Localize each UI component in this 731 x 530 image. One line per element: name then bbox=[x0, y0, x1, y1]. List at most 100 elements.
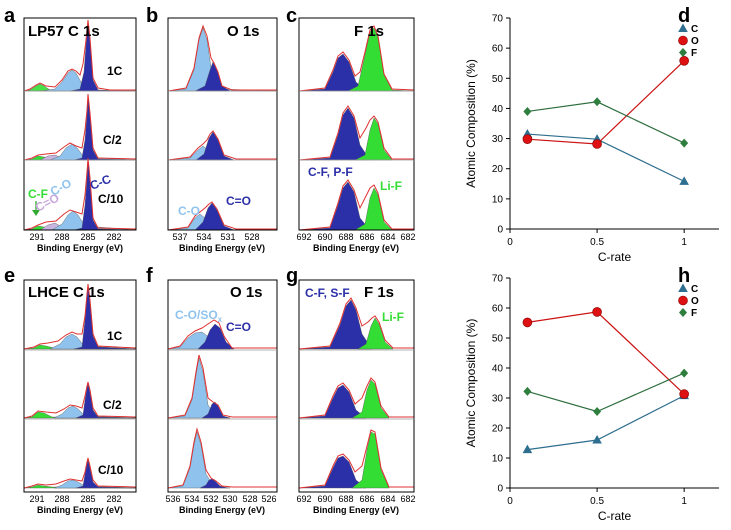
data-point-o bbox=[522, 317, 533, 328]
x-tick: 684 bbox=[380, 232, 395, 242]
rate-label-1c: 1C bbox=[107, 329, 123, 343]
x-ticks-f: 536 534 532 530 528 526 bbox=[165, 494, 276, 504]
x-tick: 282 bbox=[106, 494, 121, 504]
panel-f: f O 1s C-O/SOx C=O 536 534 532 530 528 5… bbox=[146, 265, 278, 515]
spectra-a bbox=[24, 19, 136, 230]
panel-label-a: a bbox=[4, 5, 16, 27]
x-ticks-c: 692 690 688 686 684 682 bbox=[296, 232, 415, 242]
panel-title-b: O 1s bbox=[227, 23, 260, 40]
spectra-e bbox=[24, 283, 136, 489]
annotation-c-o-sox: C-O/SOx bbox=[175, 308, 223, 324]
x-tick: 528 bbox=[244, 232, 259, 242]
x-tick: 534 bbox=[184, 494, 199, 504]
annotation-c-double-o: C=O bbox=[226, 194, 251, 208]
data-point-f bbox=[523, 386, 532, 396]
x-tick: 686 bbox=[359, 494, 374, 504]
x-tick-label: 0.5 bbox=[590, 496, 604, 507]
data-point-f bbox=[680, 368, 689, 378]
x-tick: 682 bbox=[400, 494, 415, 504]
x-tick: 282 bbox=[106, 232, 121, 242]
x-tick-label: 0 bbox=[507, 237, 513, 248]
x-tick: 288 bbox=[54, 494, 69, 504]
y-tick-label: 70 bbox=[492, 14, 504, 25]
y-tick-label: 20 bbox=[492, 164, 504, 175]
frame-c bbox=[298, 17, 415, 231]
spectra-f bbox=[168, 319, 277, 489]
series-line-o bbox=[527, 311, 685, 395]
x-tick: 531 bbox=[220, 232, 235, 242]
panel-title-e: LHCE C 1s bbox=[28, 284, 105, 301]
y-tick-label: 20 bbox=[492, 424, 504, 435]
y-tick-label: 30 bbox=[492, 394, 504, 405]
annotation-li-f: Li-F bbox=[382, 310, 404, 324]
frame-b bbox=[167, 17, 278, 231]
x-tick: 526 bbox=[261, 494, 276, 504]
x-tick: 690 bbox=[317, 232, 332, 242]
y-tick-label: 50 bbox=[492, 74, 504, 85]
x-ticks-a: 291 288 285 282 bbox=[29, 232, 121, 242]
x-axis-label-a: Binding Energy (eV) bbox=[37, 243, 123, 253]
y-tick-label: 60 bbox=[492, 44, 504, 55]
data-point-o bbox=[522, 134, 533, 144]
data-point-c bbox=[679, 176, 689, 185]
panel-title-g: F 1s bbox=[364, 284, 394, 301]
x-tick: 285 bbox=[80, 232, 95, 242]
x-axis-label: C-rate bbox=[598, 509, 632, 523]
x-tick: 682 bbox=[400, 232, 415, 242]
legend-marker-f bbox=[679, 48, 687, 57]
series-line-f bbox=[527, 372, 685, 413]
y-tick-label: 0 bbox=[497, 484, 503, 495]
x-axis-label-b: Binding Energy (eV) bbox=[179, 243, 265, 253]
y-tick-label: 0 bbox=[497, 225, 503, 236]
data-point-c bbox=[592, 435, 602, 444]
legend-label-o: O bbox=[691, 296, 699, 307]
legend-label-f: F bbox=[691, 308, 697, 319]
annotation-c-double-o: C=O bbox=[226, 320, 251, 334]
composition-chart-d: 0 10 20 30 40 50 60 70 0 0.5 1 C-rate Atomic Composi… bbox=[464, 14, 719, 264]
x-tick: 291 bbox=[29, 494, 44, 504]
legend-marker-o bbox=[678, 295, 688, 306]
frame-a bbox=[23, 17, 137, 231]
panel-label-f: f bbox=[146, 265, 153, 287]
panel-g: g C-F, S-F F 1s Li-F 692 690 688 686 684… bbox=[286, 265, 416, 515]
x-axis-label-g: Binding Energy (eV) bbox=[313, 505, 399, 515]
x-tick: 688 bbox=[338, 494, 353, 504]
x-tick: 690 bbox=[317, 494, 332, 504]
annotation-c-f-p-f: C-F, P-F bbox=[308, 165, 353, 179]
x-ticks-e: 291 288 285 282 bbox=[29, 494, 121, 504]
composition-chart-h: 0 10 20 30 40 50 60 70 0 0.5 1 C-rate Atomic Composi… bbox=[464, 274, 719, 523]
legend-marker-c bbox=[678, 283, 688, 292]
legend-marker-f bbox=[679, 308, 687, 317]
y-tick-label: 60 bbox=[492, 304, 504, 315]
x-axis-label-e: Binding Energy (eV) bbox=[37, 505, 123, 515]
panel-b: b O 1s C-O C=O 537 534 531 528 Binding E… bbox=[146, 5, 278, 253]
x-tick: 530 bbox=[222, 494, 237, 504]
x-tick: 288 bbox=[54, 232, 69, 242]
frame-e bbox=[23, 279, 137, 493]
y-tick-label: 10 bbox=[492, 194, 504, 205]
x-tick: 686 bbox=[359, 232, 374, 242]
x-tick: 285 bbox=[80, 494, 95, 504]
y-tick-label: 10 bbox=[492, 454, 504, 465]
legend-label-f: F bbox=[691, 48, 697, 59]
panel-title-a: LP57 C 1s bbox=[28, 23, 100, 40]
data-point-f bbox=[523, 106, 532, 116]
annotation-c-f: C-F bbox=[28, 187, 48, 201]
data-point-o bbox=[679, 389, 689, 399]
rate-label-c2: C/2 bbox=[103, 398, 122, 412]
x-tick-label: 1 bbox=[681, 496, 687, 507]
y-axis-label: Atomic Composition (%) bbox=[464, 319, 478, 448]
x-axis-label-c: Binding Energy (eV) bbox=[313, 243, 399, 253]
panel-a: a LP57 C 1s 1C C/2 C/10 C-F bbox=[4, 5, 137, 253]
rate-label-c10: C/10 bbox=[98, 463, 124, 477]
legend-label-o: O bbox=[691, 36, 699, 47]
x-tick: 537 bbox=[172, 232, 187, 242]
x-tick-label: 0 bbox=[507, 496, 513, 507]
data-point-o bbox=[679, 56, 689, 66]
y-tick-label: 40 bbox=[492, 104, 504, 115]
panel-label-d: d bbox=[678, 5, 690, 27]
series-line-f bbox=[527, 101, 685, 144]
y-axis-label: Atomic Composition (%) bbox=[464, 59, 478, 188]
panel-c: c F 1s C-F, P-F Li-F 692 690 688 686 684… bbox=[286, 5, 416, 253]
